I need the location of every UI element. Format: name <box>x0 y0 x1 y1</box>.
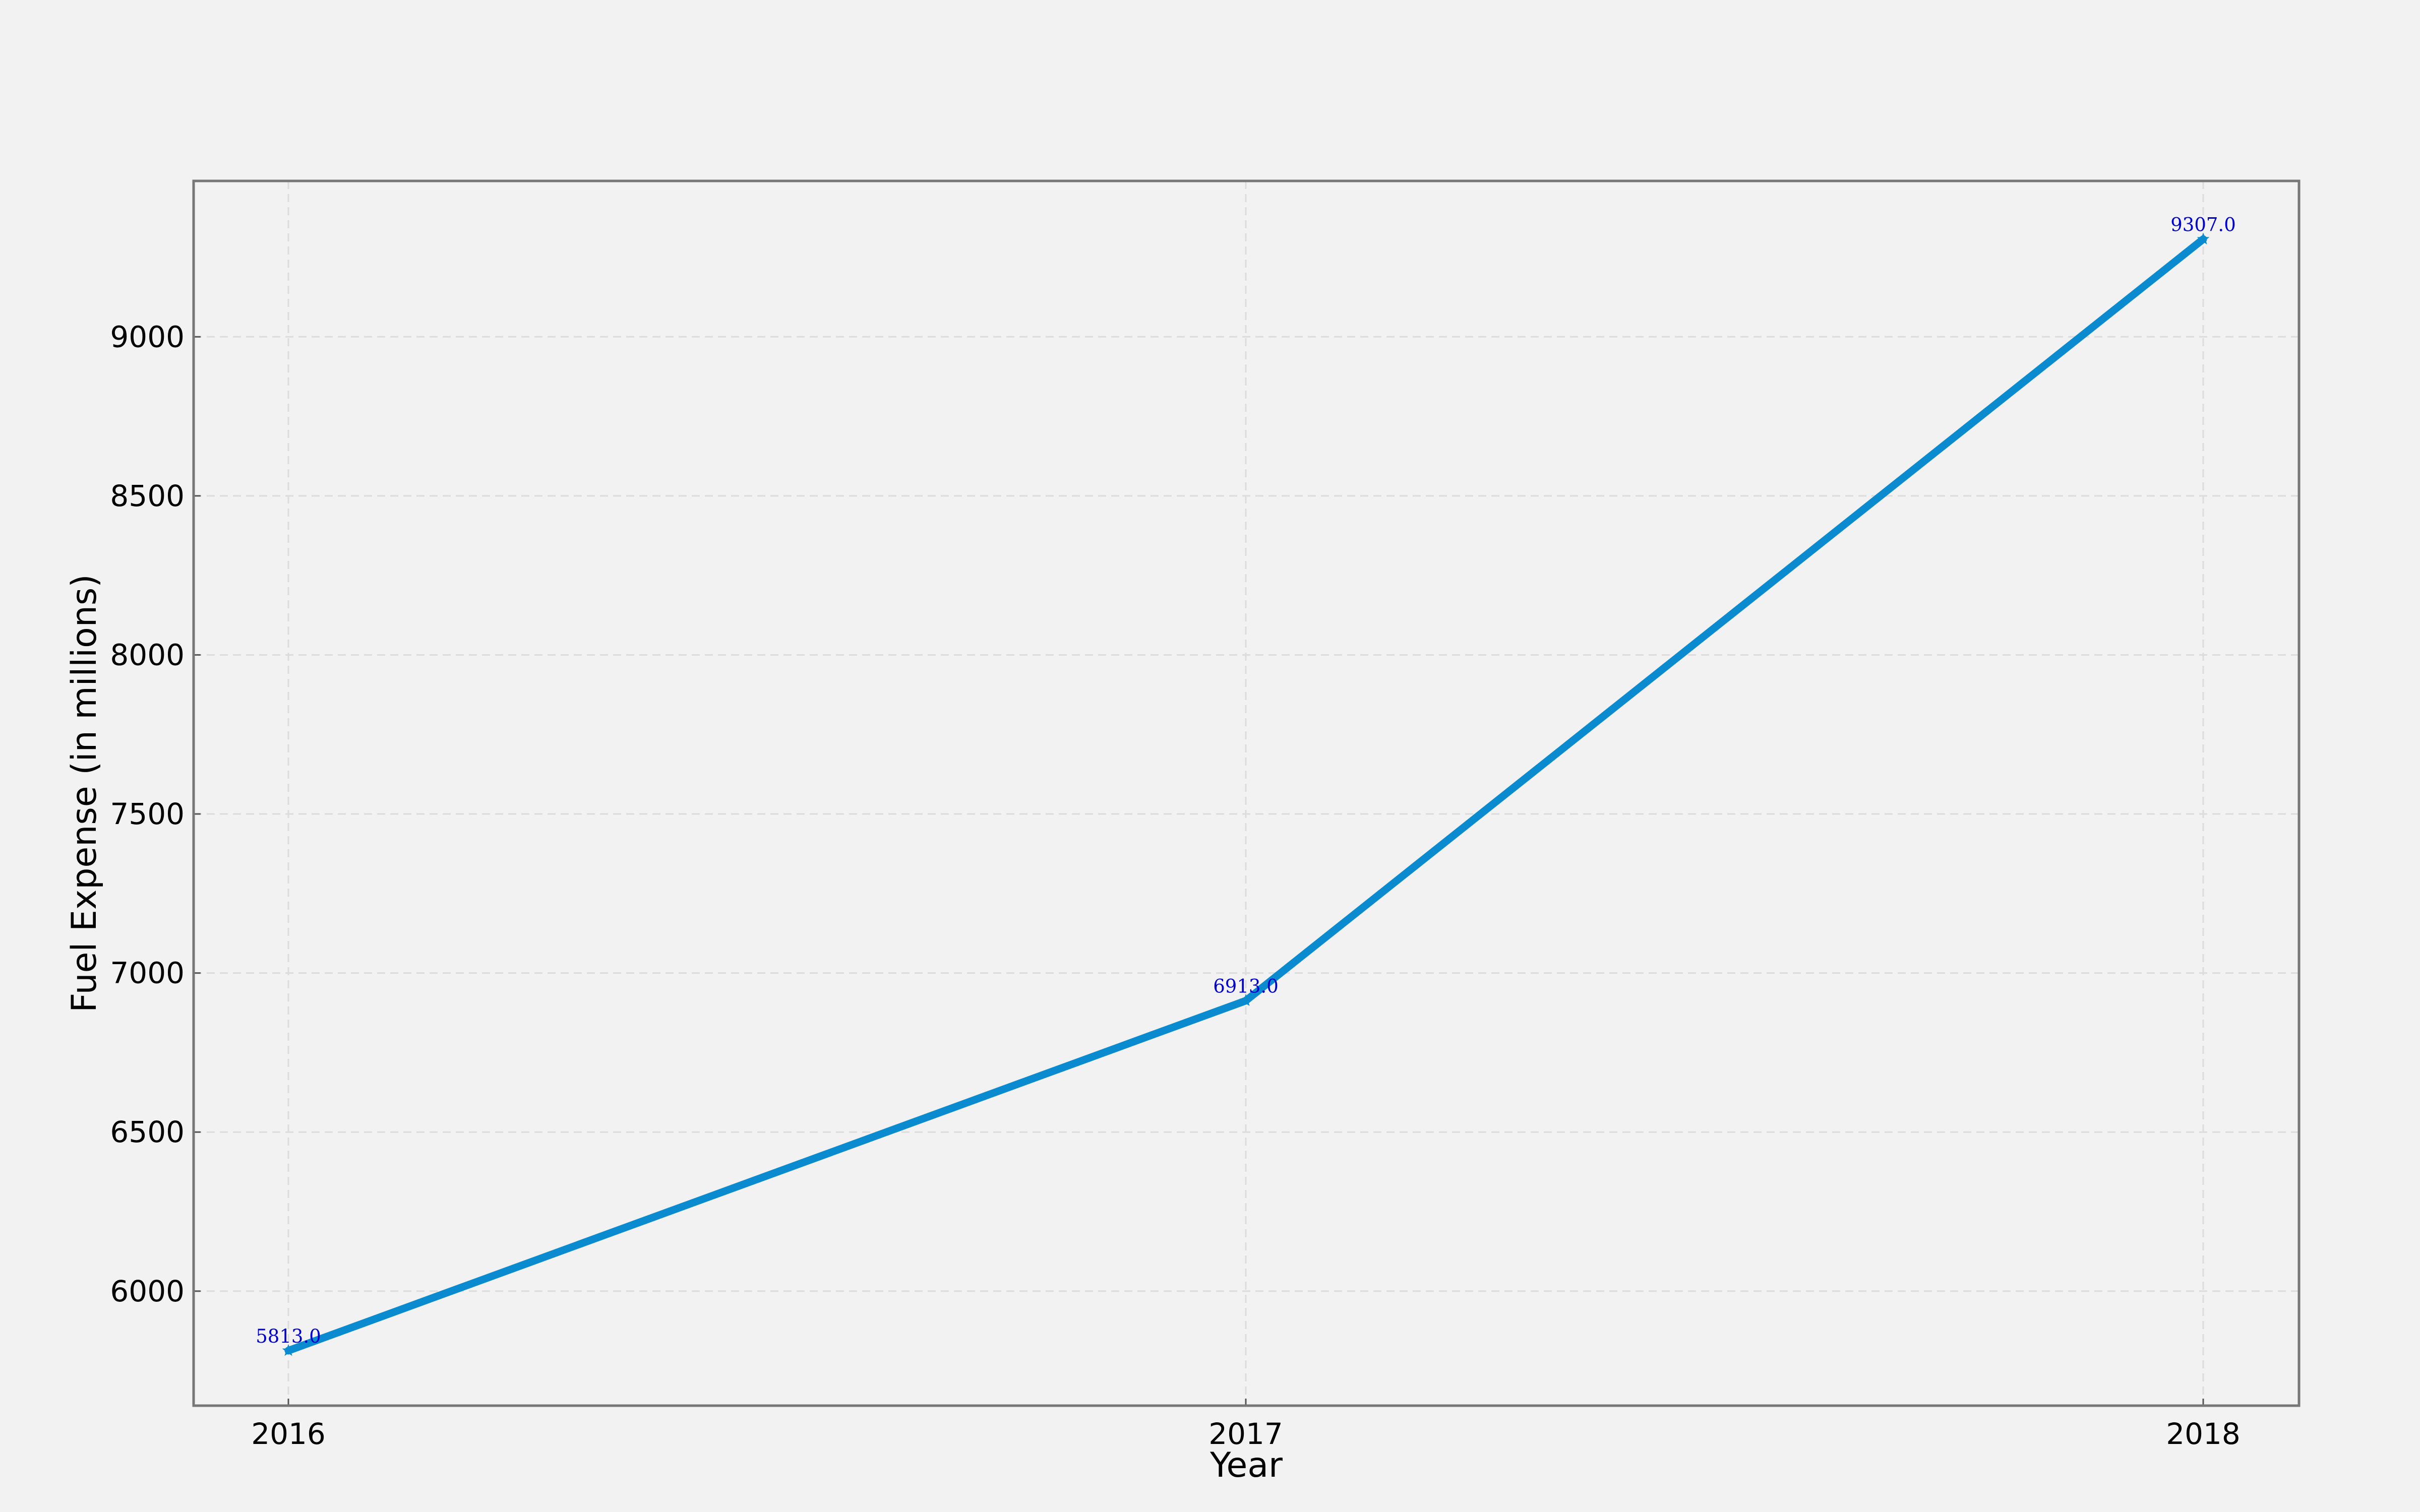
x-tick-label: 2018 <box>2166 1417 2241 1451</box>
x-tick-labels: 2016 2017 2018 <box>251 1417 2241 1451</box>
data-label: 9307.0 <box>2170 214 2235 236</box>
data-point-star <box>1239 994 1252 1006</box>
y-tick-label: 8500 <box>110 479 185 513</box>
y-tick-labels: 6000 6500 7000 7500 8000 8500 9000 <box>110 320 185 1308</box>
y-tick-label: 6500 <box>110 1115 185 1149</box>
y-tick-label: 6000 <box>110 1274 185 1308</box>
y-axis-title: Fuel Expense (in millions) <box>65 574 104 1013</box>
x-tick-label: 2016 <box>251 1417 326 1451</box>
plot-frame <box>192 179 2301 1407</box>
grid-lines <box>194 181 2299 1406</box>
y-tick-label: 7000 <box>110 956 185 990</box>
data-point-star <box>282 1344 295 1356</box>
data-label: 5813.0 <box>256 1326 321 1347</box>
x-axis-title: Year <box>1209 1445 1283 1485</box>
axis-ticks <box>194 336 2204 1406</box>
data-point-star <box>2197 232 2210 244</box>
y-tick-label: 7500 <box>110 797 185 831</box>
data-labels: 5813.0 6913.0 9307.0 <box>256 214 2235 1347</box>
series-layer <box>282 232 2210 1356</box>
data-label: 6913.0 <box>1213 976 1278 997</box>
y-tick-label: 9000 <box>110 320 185 354</box>
y-tick-label: 8000 <box>110 638 185 672</box>
x-tick-label: 2017 <box>1208 1417 1283 1451</box>
